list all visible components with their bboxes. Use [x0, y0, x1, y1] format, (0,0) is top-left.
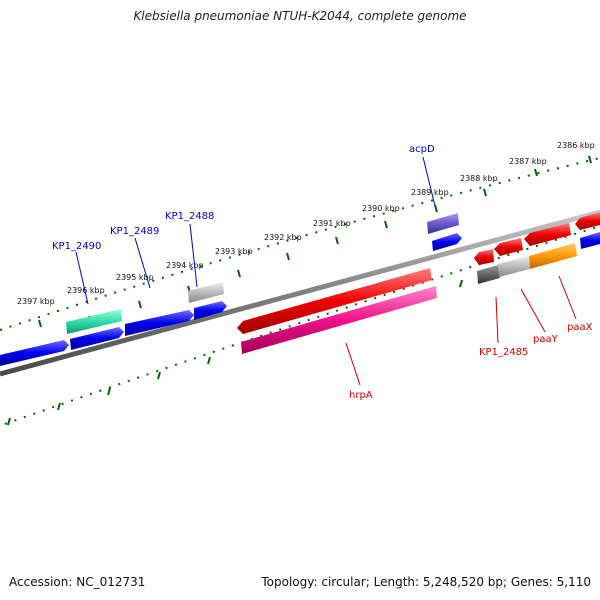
gene-label-hrpA[interactable]: hrpA [349, 390, 373, 401]
gene-kp1-2489[interactable] [125, 310, 194, 336]
gene-label-kp1-2489[interactable]: KP1_2489 [110, 226, 159, 237]
tick-label: 2390 kbp [362, 204, 400, 213]
gene-forward[interactable] [580, 232, 600, 249]
gene-hrpA[interactable] [237, 268, 432, 334]
gene-pseudo-2488[interactable] [188, 282, 224, 303]
reverse-strand-genes [237, 212, 600, 354]
gene-label-acpD[interactable]: acpD [409, 144, 435, 155]
tick-label: 2388 kbp [460, 174, 498, 183]
gene-paaY[interactable] [498, 256, 530, 277]
gene-kp1-2488[interactable] [194, 301, 227, 320]
tick-label: 2394 kbp [166, 261, 204, 270]
gene-acpD-pseudo[interactable] [427, 213, 459, 234]
gene-label-kp1-2488[interactable]: KP1_2488 [165, 211, 214, 222]
kbp-tick-labels: 2386 kbp 2387 kbp 2388 kbp 2389 kbp 2390… [17, 141, 595, 306]
tick-label: 2386 kbp [557, 141, 595, 150]
accession-label: Accession: NC_012731 [9, 575, 146, 589]
gene-label-paaX[interactable]: paaX [567, 322, 593, 333]
tick-label: 2391 kbp [313, 219, 351, 228]
forward-strand-genes [0, 232, 600, 366]
tick-label: 2395 kbp [116, 273, 154, 282]
map-title: Klebsiella pneumoniae NTUH-K2044, comple… [133, 9, 467, 23]
gene-forward[interactable] [70, 327, 124, 350]
gene-kp1-2490[interactable] [66, 309, 122, 334]
tick-label: 2397 kbp [17, 297, 55, 306]
tick-label: 2393 kbp [215, 247, 253, 256]
topology-length-genes: Topology: circular; Length: 5,248,520 bp… [261, 575, 591, 589]
special-genes [66, 213, 459, 334]
gene-hrpA-mrna[interactable] [241, 286, 437, 354]
gene-forward[interactable] [0, 340, 69, 366]
gene-label-paaY[interactable]: paaY [533, 334, 559, 345]
tick-label: 2389 kbp [411, 188, 449, 197]
tick-label: 2392 kbp [264, 233, 302, 242]
tick-label: 2396 kbp [67, 286, 105, 295]
gene-paaX[interactable] [529, 243, 577, 269]
gene-reverse[interactable] [474, 249, 494, 265]
gene-labels: acpD KP1_2488 KP1_2489 KP1_2490 hrpA KP1… [52, 144, 593, 401]
gene-label-kp1-2485[interactable]: KP1_2485 [479, 347, 528, 358]
gene-acpD[interactable] [432, 233, 462, 251]
label-leaders [75, 156, 577, 386]
gene-reverse[interactable] [575, 212, 600, 230]
gene-label-kp1-2490[interactable]: KP1_2490 [52, 241, 101, 252]
gene-reverse[interactable] [524, 223, 571, 246]
genome-backbone [0, 209, 600, 377]
gene-kp1-2485[interactable] [477, 265, 500, 284]
tick-label: 2387 kbp [509, 157, 547, 166]
gene-reverse[interactable] [494, 238, 523, 256]
